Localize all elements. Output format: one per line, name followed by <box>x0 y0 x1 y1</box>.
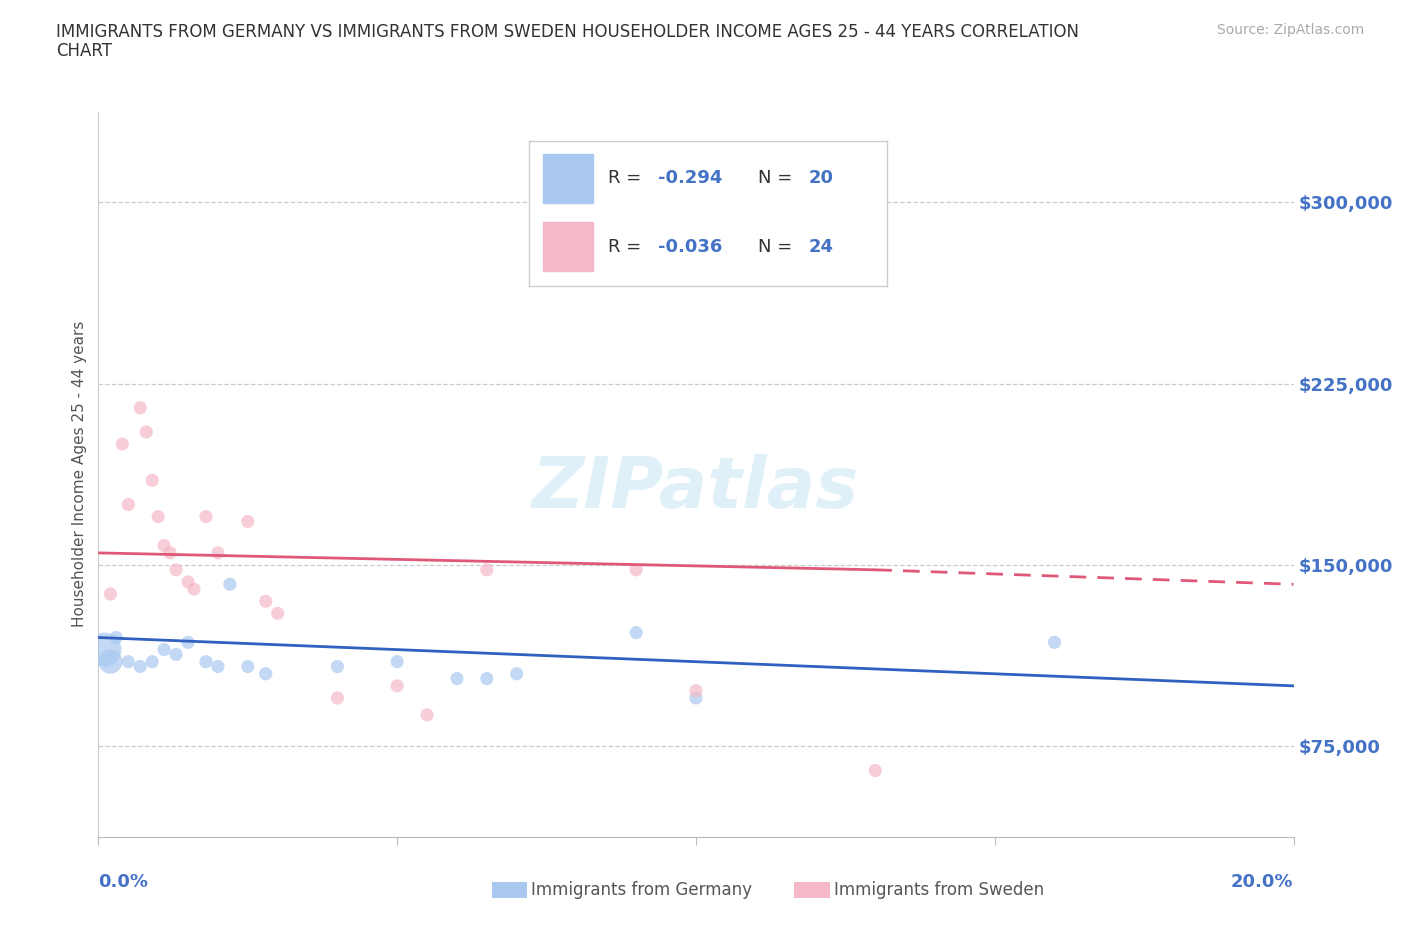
Point <box>93 643 115 658</box>
Point <box>626 625 648 640</box>
Text: Immigrants from Sweden: Immigrants from Sweden <box>834 881 1043 899</box>
Point <box>141 655 163 670</box>
Point <box>267 606 290 621</box>
Point <box>129 659 152 674</box>
Point <box>385 655 409 670</box>
Text: Immigrants from Germany: Immigrants from Germany <box>531 881 752 899</box>
Point <box>326 690 349 706</box>
Point <box>165 563 187 578</box>
Text: Source: ZipAtlas.com: Source: ZipAtlas.com <box>1216 23 1364 37</box>
Point <box>236 659 259 674</box>
Point <box>153 643 176 658</box>
Point <box>475 671 498 686</box>
Point <box>117 498 139 512</box>
Point <box>626 563 648 578</box>
Text: 20.0%: 20.0% <box>1232 873 1294 891</box>
Point <box>254 594 277 609</box>
Point <box>177 575 200 590</box>
Point <box>195 655 218 670</box>
Point <box>117 655 139 670</box>
Point <box>148 510 170 525</box>
Point <box>135 425 157 440</box>
Point <box>195 510 218 525</box>
Point <box>105 631 128 645</box>
Point <box>100 587 122 602</box>
Point <box>326 659 349 674</box>
Point <box>254 666 277 681</box>
Point <box>183 582 205 597</box>
Text: CHART: CHART <box>56 42 112 60</box>
Point <box>385 679 409 694</box>
Point <box>207 545 229 560</box>
Point <box>416 708 439 723</box>
Point <box>446 671 468 686</box>
Point <box>159 545 181 560</box>
Point <box>141 473 163 488</box>
Point <box>685 684 707 698</box>
Text: 0.0%: 0.0% <box>98 873 149 891</box>
Point <box>153 538 176 553</box>
Point <box>506 666 529 681</box>
Point <box>1043 635 1066 650</box>
Point <box>207 659 229 674</box>
Point <box>219 577 242 591</box>
Point <box>111 437 134 452</box>
Point <box>865 763 887 777</box>
Point <box>236 514 259 529</box>
Point <box>685 690 707 706</box>
Text: ZIPatlas: ZIPatlas <box>533 455 859 524</box>
Text: IMMIGRANTS FROM GERMANY VS IMMIGRANTS FROM SWEDEN HOUSEHOLDER INCOME AGES 25 - 4: IMMIGRANTS FROM GERMANY VS IMMIGRANTS FR… <box>56 23 1080 41</box>
Point <box>129 401 152 416</box>
Point <box>475 563 498 578</box>
Y-axis label: Householder Income Ages 25 - 44 years: Householder Income Ages 25 - 44 years <box>72 321 87 628</box>
Point <box>165 647 187 662</box>
Point <box>177 635 200 650</box>
Point <box>100 655 122 670</box>
